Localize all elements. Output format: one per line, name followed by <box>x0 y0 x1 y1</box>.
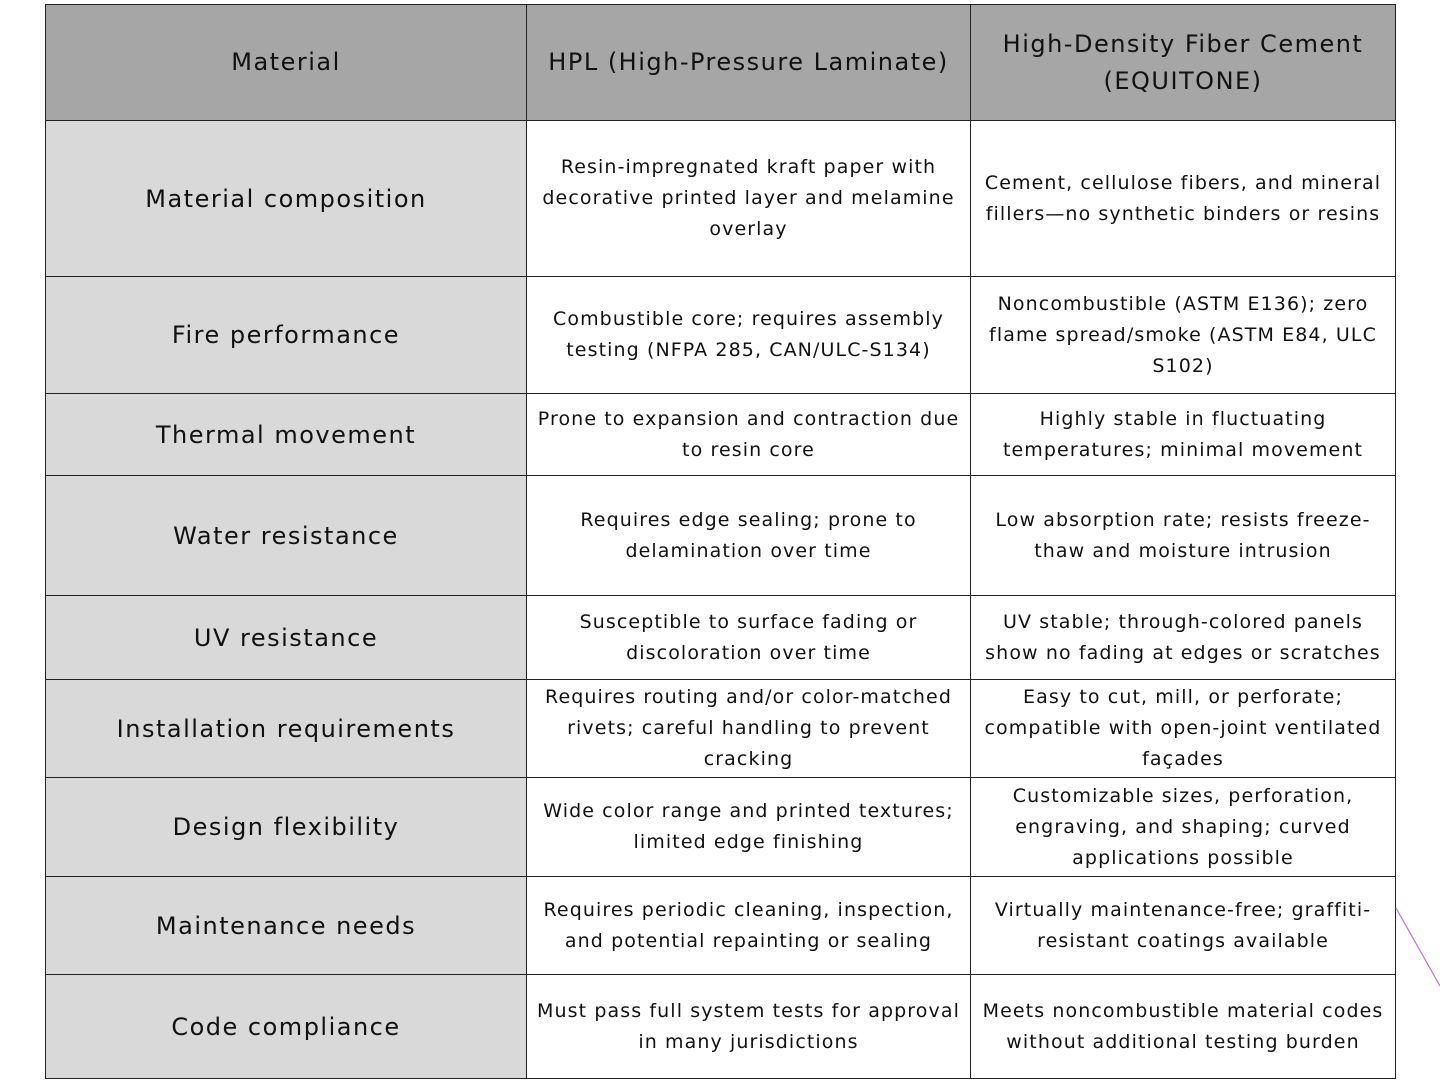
hpl-cell: Requires edge sealing; prone to delamina… <box>526 475 971 596</box>
header-row: Material HPL (High-Pressure Laminate) Hi… <box>45 4 1396 121</box>
table-row: Material composition Resin-impregnated k… <box>45 120 1396 277</box>
equitone-cell: Low absorption rate; resists freeze-thaw… <box>970 475 1396 596</box>
row-label: Water resistance <box>45 475 527 596</box>
equitone-cell: Virtually maintenance-free; graffiti-res… <box>970 876 1396 975</box>
equitone-cell: Easy to cut, mill, or perforate; compati… <box>970 679 1396 778</box>
equitone-cell: Highly stable in fluctuating temperature… <box>970 393 1396 476</box>
header-equitone: High-Density Fiber Cement (EQUITONE) <box>970 4 1396 121</box>
table-row: UV resistance Susceptible to surface fad… <box>45 595 1396 680</box>
hpl-cell: Requires routing and/or color-matched ri… <box>526 679 971 778</box>
hpl-cell: Requires periodic cleaning, inspection, … <box>526 876 971 975</box>
hpl-cell: Wide color range and printed textures; l… <box>526 777 971 877</box>
row-label: Design flexibility <box>45 777 527 877</box>
row-label: Material composition <box>45 120 527 277</box>
equitone-cell: Meets noncombustible material codes with… <box>970 974 1396 1079</box>
equitone-cell: Customizable sizes, perforation, engravi… <box>970 777 1396 877</box>
header-hpl: HPL (High-Pressure Laminate) <box>526 4 971 121</box>
equitone-cell: UV stable; through-colored panels show n… <box>970 595 1396 680</box>
table-row: Thermal movement Prone to expansion and … <box>45 393 1396 476</box>
header-material: Material <box>45 4 527 121</box>
decorative-line <box>1395 907 1440 987</box>
hpl-cell: Prone to expansion and contraction due t… <box>526 393 971 476</box>
comparison-table: Material HPL (High-Pressure Laminate) Hi… <box>45 4 1396 1079</box>
table-row: Design flexibility Wide color range and … <box>45 777 1396 877</box>
table-row: Maintenance needs Requires periodic clea… <box>45 876 1396 975</box>
equitone-cell: Cement, cellulose fibers, and mineral fi… <box>970 120 1396 277</box>
row-label: Installation requirements <box>45 679 527 778</box>
row-label: Code compliance <box>45 974 527 1079</box>
row-label: Fire performance <box>45 276 527 394</box>
row-label: UV resistance <box>45 595 527 680</box>
hpl-cell: Combustible core; requires assembly test… <box>526 276 971 394</box>
hpl-cell: Resin-impregnated kraft paper with decor… <box>526 120 971 277</box>
table-row: Code compliance Must pass full system te… <box>45 974 1396 1079</box>
row-label: Thermal movement <box>45 393 527 476</box>
hpl-cell: Susceptible to surface fading or discolo… <box>526 595 971 680</box>
row-label: Maintenance needs <box>45 876 527 975</box>
table-row: Water resistance Requires edge sealing; … <box>45 475 1396 596</box>
table-row: Fire performance Combustible core; requi… <box>45 276 1396 394</box>
hpl-cell: Must pass full system tests for approval… <box>526 974 971 1079</box>
equitone-cell: Noncombustible (ASTM E136); zero flame s… <box>970 276 1396 394</box>
table-row: Installation requirements Requires routi… <box>45 679 1396 778</box>
